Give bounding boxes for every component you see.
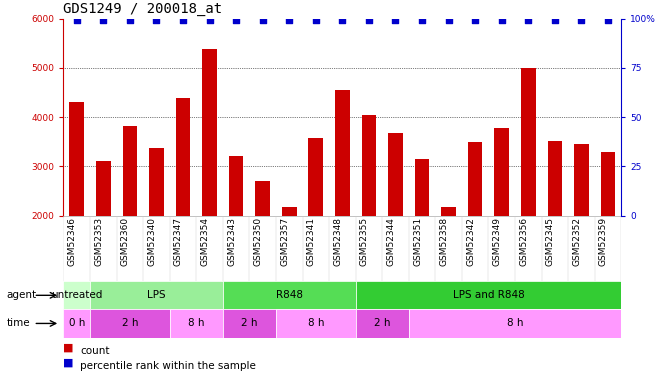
Point <box>230 17 241 23</box>
Point <box>523 17 534 23</box>
Text: percentile rank within the sample: percentile rank within the sample <box>80 361 256 370</box>
Text: GSM52352: GSM52352 <box>572 217 581 266</box>
Text: GSM52355: GSM52355 <box>360 217 369 266</box>
Text: GSM52356: GSM52356 <box>519 217 528 266</box>
Bar <box>90 281 223 309</box>
Bar <box>574 144 589 314</box>
Bar <box>548 141 562 314</box>
Bar <box>442 207 456 314</box>
Text: GSM52346: GSM52346 <box>67 217 77 266</box>
Bar <box>355 309 409 338</box>
Bar <box>90 309 170 338</box>
Text: GSM52357: GSM52357 <box>281 217 289 266</box>
Bar <box>223 281 355 309</box>
Bar <box>276 309 355 338</box>
Bar <box>202 49 217 314</box>
Bar <box>69 102 84 314</box>
Bar <box>468 142 482 314</box>
Text: time: time <box>7 318 30 328</box>
Bar <box>409 309 621 338</box>
Text: untreated: untreated <box>51 290 102 300</box>
Text: 8 h: 8 h <box>188 318 204 328</box>
Text: 2 h: 2 h <box>374 318 390 328</box>
Bar <box>63 281 90 309</box>
Text: GSM52340: GSM52340 <box>148 217 156 266</box>
Point <box>390 17 401 23</box>
Point <box>178 17 188 23</box>
Bar <box>355 281 621 309</box>
Bar <box>282 207 297 314</box>
Text: LPS and R848: LPS and R848 <box>452 290 524 300</box>
Bar <box>415 159 430 314</box>
Text: GSM52348: GSM52348 <box>333 217 343 266</box>
Point <box>496 17 507 23</box>
Text: GSM52359: GSM52359 <box>599 217 608 266</box>
Text: GSM52358: GSM52358 <box>440 217 449 266</box>
Text: 8 h: 8 h <box>507 318 523 328</box>
Text: GSM52351: GSM52351 <box>413 217 422 266</box>
Text: 2 h: 2 h <box>241 318 258 328</box>
Point <box>550 17 560 23</box>
Point <box>444 17 454 23</box>
Text: GSM52360: GSM52360 <box>121 217 130 266</box>
Point <box>257 17 268 23</box>
Bar <box>63 309 90 338</box>
Text: GDS1249 / 200018_at: GDS1249 / 200018_at <box>63 2 222 16</box>
Bar <box>176 98 190 314</box>
Bar <box>122 126 137 314</box>
Bar <box>309 138 323 314</box>
Bar <box>255 181 270 314</box>
Text: GSM52349: GSM52349 <box>493 217 502 266</box>
Text: GSM52342: GSM52342 <box>466 217 475 266</box>
Point <box>603 17 613 23</box>
Text: GSM52343: GSM52343 <box>227 217 236 266</box>
Text: ■: ■ <box>63 358 74 368</box>
Text: agent: agent <box>7 290 37 300</box>
Text: 2 h: 2 h <box>122 318 138 328</box>
Point <box>470 17 480 23</box>
Point <box>151 17 162 23</box>
Point <box>337 17 348 23</box>
Bar <box>521 68 536 314</box>
Bar <box>335 90 349 314</box>
Point <box>71 17 82 23</box>
Point <box>363 17 374 23</box>
Bar <box>170 309 223 338</box>
Point <box>124 17 135 23</box>
Text: 0 h: 0 h <box>69 318 85 328</box>
Point <box>417 17 428 23</box>
Bar <box>601 152 615 314</box>
Text: GSM52344: GSM52344 <box>387 217 395 266</box>
Text: GSM52345: GSM52345 <box>546 217 555 266</box>
Text: GSM52350: GSM52350 <box>254 217 263 266</box>
Point <box>98 17 109 23</box>
Bar <box>388 133 403 314</box>
Text: count: count <box>80 346 110 355</box>
Bar <box>223 309 276 338</box>
Bar <box>149 148 164 314</box>
Point <box>311 17 321 23</box>
Bar <box>361 115 376 314</box>
Text: GSM52353: GSM52353 <box>94 217 104 266</box>
Text: R848: R848 <box>276 290 303 300</box>
Bar <box>229 156 243 314</box>
Text: GSM52341: GSM52341 <box>307 217 316 266</box>
Text: LPS: LPS <box>147 290 166 300</box>
Point <box>204 17 215 23</box>
Bar <box>96 162 111 314</box>
Point <box>284 17 295 23</box>
Text: ■: ■ <box>63 343 74 352</box>
Text: GSM52347: GSM52347 <box>174 217 183 266</box>
Bar <box>494 128 509 314</box>
Text: 8 h: 8 h <box>307 318 324 328</box>
Point <box>576 17 587 23</box>
Text: GSM52354: GSM52354 <box>200 217 210 266</box>
